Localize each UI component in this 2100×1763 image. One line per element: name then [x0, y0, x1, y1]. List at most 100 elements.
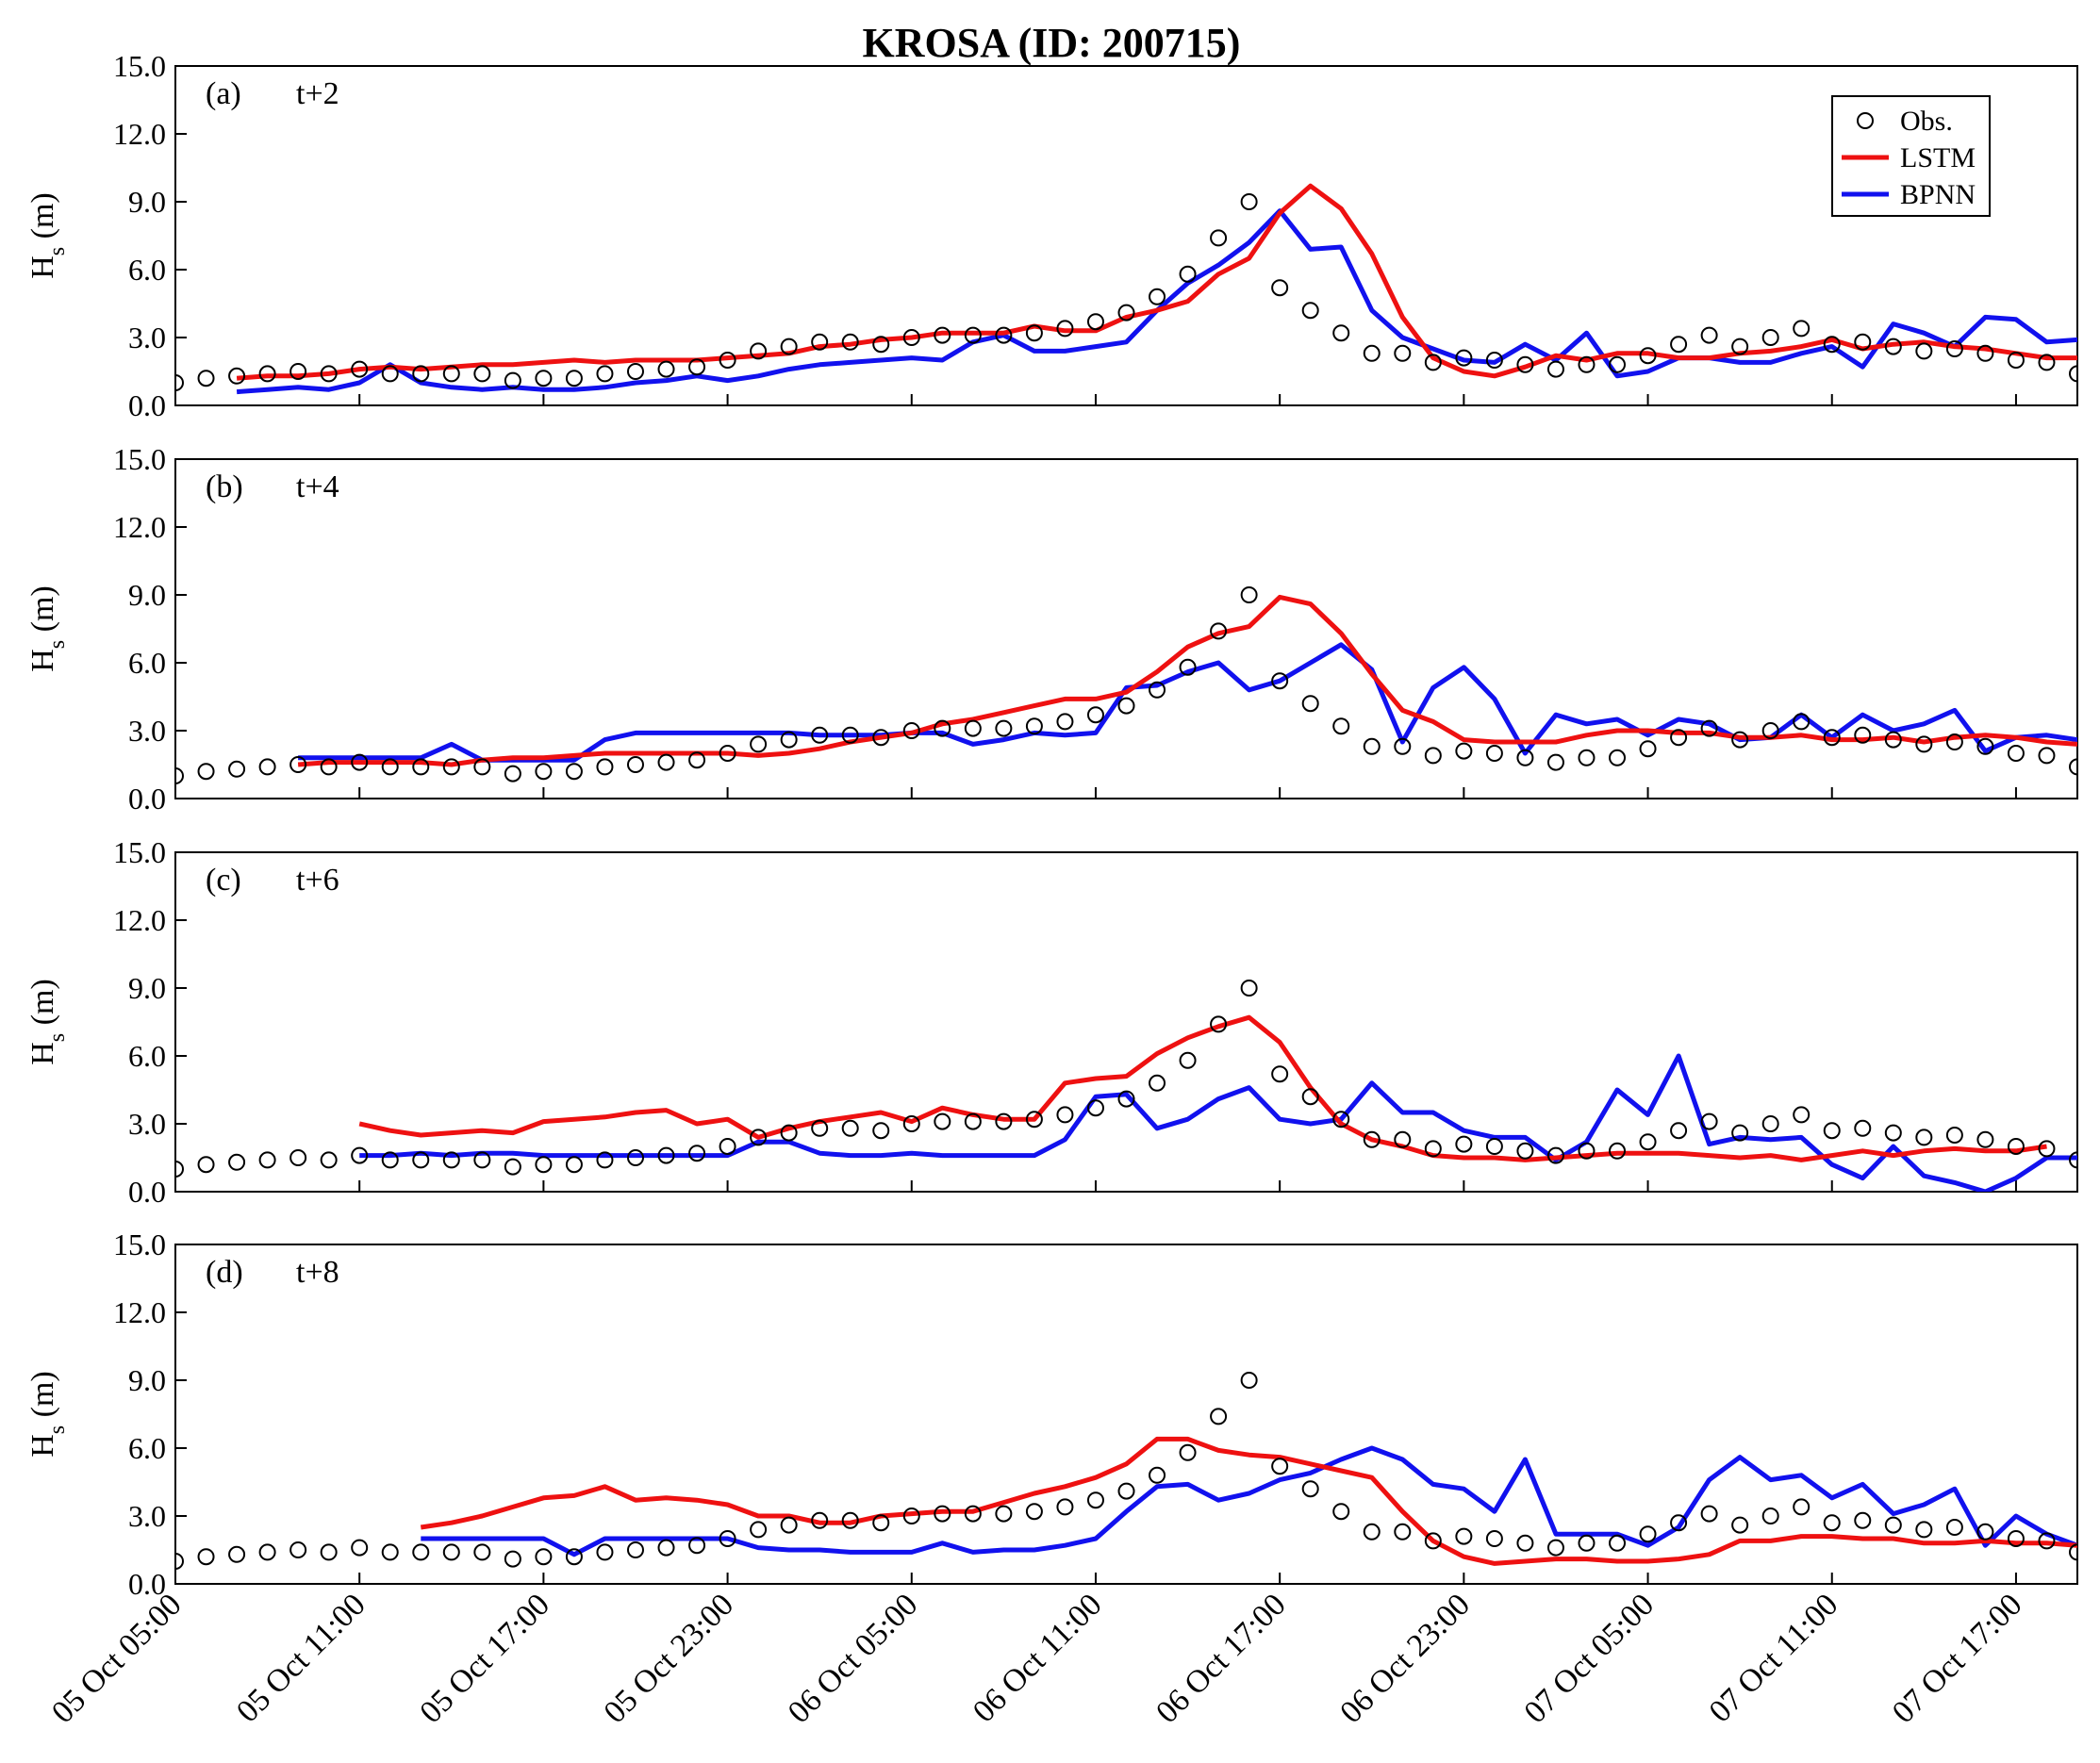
y-tick-label: 9.0 [128, 578, 166, 612]
obs-marker [442, 1151, 460, 1169]
bpnn-line [236, 208, 2077, 395]
obs-marker [504, 1550, 521, 1568]
legend-obs-marker [1857, 112, 1874, 129]
obs-marker [1301, 695, 1319, 713]
panel-horizon: t+6 [296, 863, 339, 898]
obs-marker [841, 1511, 859, 1529]
x-tick-label: 05 Oct 11:00 [230, 1587, 372, 1729]
obs-marker [995, 1505, 1013, 1523]
obs-marker [1700, 326, 1718, 344]
obs-marker [1639, 1133, 1657, 1151]
obs-marker [351, 360, 369, 378]
obs-marker [1761, 1115, 1779, 1132]
obs-marker [780, 338, 798, 355]
obs-marker [934, 326, 951, 344]
obs-marker [2007, 1138, 2025, 1155]
obs-marker [1056, 713, 1074, 731]
legend-label: BPNN [1900, 179, 1976, 210]
y-tick-label: 3.0 [128, 1107, 166, 1141]
obs-marker [1025, 1111, 1043, 1129]
obs-marker [1179, 1443, 1197, 1461]
obs-marker [1117, 304, 1135, 321]
x-tick-label: 05 Oct 17:00 [413, 1587, 556, 1730]
obs-marker [197, 1156, 215, 1174]
obs-marker [442, 758, 460, 776]
obs-marker [197, 1548, 215, 1566]
obs-marker [473, 1151, 491, 1169]
obs-marker [1086, 1491, 1104, 1509]
obs-marker [1761, 1508, 1779, 1524]
obs-marker [197, 763, 215, 781]
obs-marker [2007, 352, 2025, 369]
obs-marker [780, 1124, 798, 1142]
obs-marker [1915, 342, 1933, 360]
obs-marker [1424, 1140, 1442, 1158]
obs-marker [1578, 1142, 1596, 1160]
obs-marker [1363, 737, 1381, 755]
obs-marker [1945, 1519, 1963, 1536]
panel-horizon: t+2 [296, 76, 339, 111]
obs-marker [1117, 1482, 1135, 1500]
obs-marker [351, 1539, 369, 1557]
obs-marker [1332, 1111, 1350, 1129]
obs-marker [688, 358, 706, 376]
obs-marker [412, 365, 430, 383]
obs-marker [1823, 1514, 1841, 1532]
obs-marker [175, 767, 184, 784]
y-tick-label: 12.0 [113, 903, 166, 937]
obs-marker [1639, 347, 1657, 365]
x-tick-label: 06 Oct 23:00 [1333, 1587, 1477, 1730]
y-tick-label: 9.0 [128, 1363, 166, 1397]
y-tick-label: 12.0 [113, 1295, 166, 1329]
obs-marker [1179, 658, 1197, 676]
x-tick-label: 05 Oct 23:00 [598, 1587, 741, 1730]
obs-marker [175, 1553, 184, 1570]
obs-marker [320, 365, 338, 383]
obs-marker [1210, 229, 1228, 247]
obs-marker [1210, 1408, 1228, 1425]
obs-marker [995, 326, 1013, 344]
y-tick-label: 12.0 [113, 510, 166, 544]
obs-marker [2038, 747, 2056, 765]
obs-marker [1332, 324, 1350, 342]
obs-marker [1301, 1480, 1319, 1498]
obs-marker [1424, 354, 1442, 371]
obs-marker [442, 1543, 460, 1561]
obs-marker [1976, 1523, 1994, 1541]
obs-marker [2007, 1530, 2025, 1547]
y-tick-label: 9.0 [128, 185, 166, 219]
obs-marker [811, 1511, 829, 1529]
obs-marker [1485, 745, 1503, 762]
obs-marker [1240, 193, 1258, 210]
obs-marker [1056, 320, 1074, 338]
panel-label: (a) [206, 76, 241, 111]
obs-marker [1823, 336, 1841, 354]
y-tick-label: 15.0 [113, 835, 166, 869]
obs-marker [596, 1151, 614, 1169]
obs-marker [1117, 697, 1135, 715]
obs-marker [1086, 313, 1104, 331]
obs-marker [442, 365, 460, 383]
obs-marker [1394, 344, 1412, 362]
obs-marker [1854, 333, 1872, 351]
obs-marker [1609, 1534, 1627, 1552]
obs-marker [504, 765, 521, 783]
obs-marker [1149, 681, 1166, 699]
obs-marker [320, 1151, 338, 1169]
y-tick-label: 0.0 [128, 388, 166, 422]
obs-marker [596, 1543, 614, 1561]
obs-marker [412, 1543, 430, 1561]
obs-marker [811, 726, 829, 744]
obs-marker [1884, 338, 1902, 355]
obs-marker [1884, 1124, 1902, 1142]
obs-marker [1179, 1051, 1197, 1069]
obs-marker [2069, 365, 2077, 383]
obs-marker [1670, 1122, 1688, 1140]
obs-marker [964, 1505, 982, 1523]
y-tick-label: 12.0 [113, 117, 166, 151]
bpnn-line [298, 642, 2077, 763]
obs-marker [1639, 1525, 1657, 1543]
obs-marker [473, 1543, 491, 1561]
obs-marker [1761, 722, 1779, 739]
